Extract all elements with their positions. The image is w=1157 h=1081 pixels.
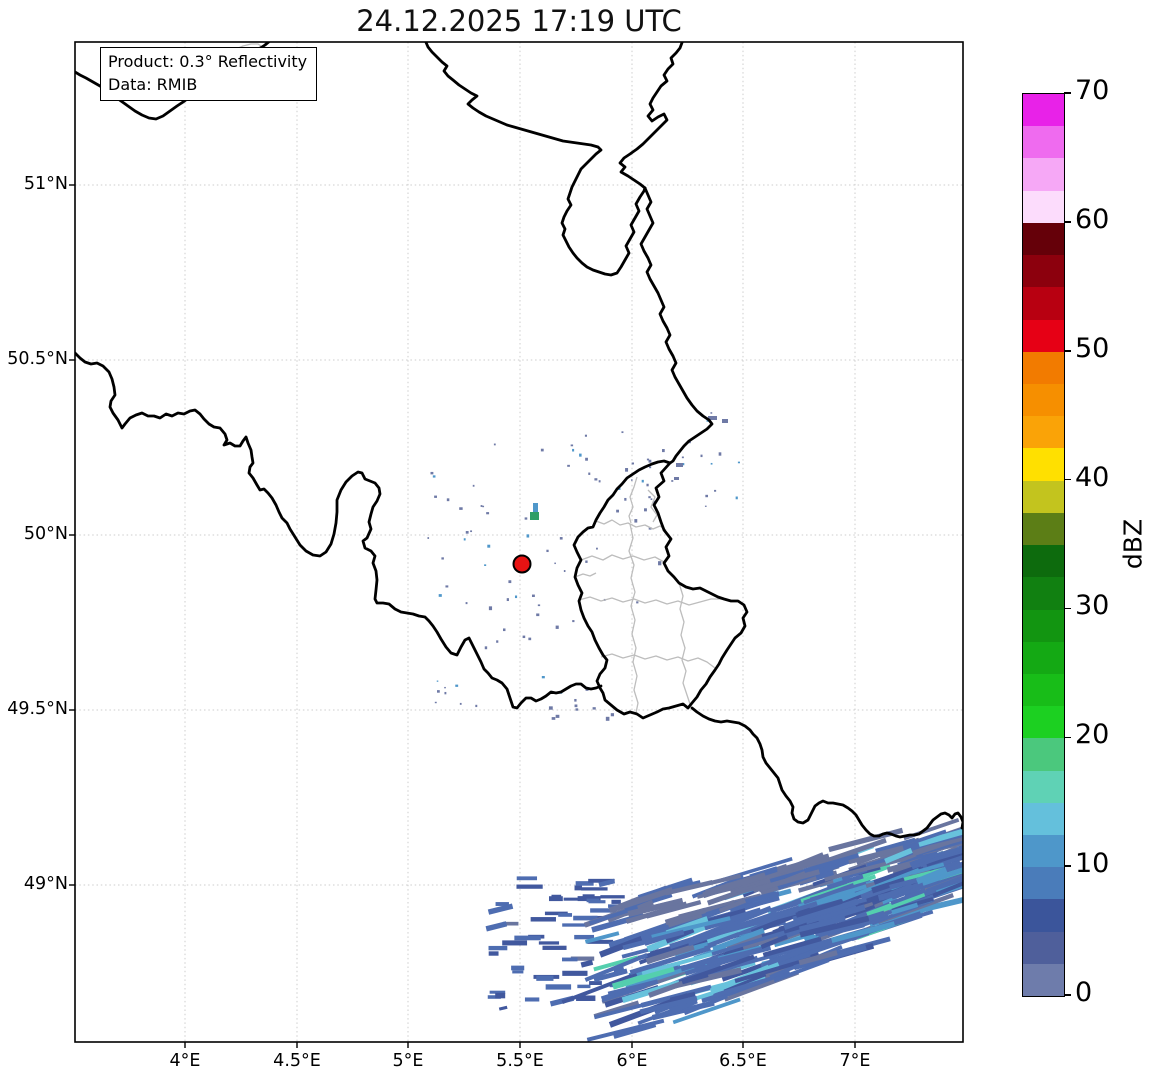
colorbar-band xyxy=(1023,835,1064,868)
colorbar-band xyxy=(1023,255,1064,288)
colorbar-band xyxy=(1023,963,1064,997)
map-frame xyxy=(74,41,964,1043)
y-tick-label: 49°N xyxy=(23,874,68,894)
product-info-box: Product: 0.3° Reflectivity Data: RMIB xyxy=(100,47,318,102)
colorbar-band xyxy=(1023,222,1064,256)
x-tick-label: 6°E xyxy=(616,1051,648,1071)
colorbar-band xyxy=(1023,673,1064,707)
country-borders xyxy=(75,42,963,839)
colorbar-band xyxy=(1023,351,1064,384)
colorbar-tick-mark xyxy=(1064,478,1071,481)
colorbar-band xyxy=(1023,738,1064,771)
x-tick-label: 5.5°E xyxy=(496,1051,544,1071)
colorbar-tick-mark xyxy=(1064,607,1071,610)
colorbar-tick-mark xyxy=(1064,994,1071,996)
colorbar-band xyxy=(1023,770,1064,803)
colorbar-band xyxy=(1023,545,1064,578)
y-tick-label: 50.5°N xyxy=(7,349,68,369)
colorbar-band xyxy=(1023,802,1064,836)
border-fr_de xyxy=(690,706,963,839)
border-fr_be xyxy=(75,351,603,710)
colorbar-tick-label: 0 xyxy=(1075,977,1093,1008)
y-tick-label: 50°N xyxy=(23,524,68,544)
x-tick-label: 7°E xyxy=(839,1051,871,1071)
colorbar-tick-mark xyxy=(1064,865,1071,868)
colorbar-tick-mark xyxy=(1064,736,1071,739)
axis-ticks xyxy=(69,184,856,1048)
colorbar-band xyxy=(1023,319,1064,352)
colorbar-tick-mark xyxy=(1064,92,1071,94)
colorbar-tick-label: 50 xyxy=(1075,332,1110,364)
colorbar-tick-mark xyxy=(1064,350,1071,352)
colorbar-band xyxy=(1023,126,1064,159)
colorbar-band xyxy=(1023,609,1064,642)
colorbar-band xyxy=(1023,577,1064,610)
border-be_de xyxy=(639,186,714,465)
x-tick-label: 4°E xyxy=(169,1051,201,1071)
radar-echoes xyxy=(427,412,963,1042)
colorbar-tick-label: 40 xyxy=(1075,461,1110,493)
colorbar-band xyxy=(1023,158,1064,191)
colorbar-band xyxy=(1023,512,1064,546)
colorbar-tick-label: 30 xyxy=(1075,590,1110,622)
map-title: 24.12.2025 17:19 UTC xyxy=(356,4,682,38)
colorbar-tick-label: 70 xyxy=(1075,75,1110,106)
border-luxembourg xyxy=(572,459,749,720)
colorbar-band xyxy=(1023,867,1064,900)
colorbar-band xyxy=(1023,287,1064,320)
product-label: Product: 0.3° Reflectivity xyxy=(108,52,308,71)
colorbar-tick-mark xyxy=(1064,221,1071,223)
colorbar-tick-label: 10 xyxy=(1075,848,1110,880)
colorbar xyxy=(1022,93,1065,997)
x-tick-label: 4.5°E xyxy=(273,1051,321,1071)
data-source-label: Data: RMIB xyxy=(108,75,198,95)
border-nl_be_east xyxy=(424,42,647,277)
colorbar-band xyxy=(1023,641,1064,674)
colorbar-band xyxy=(1023,448,1064,481)
colorbar-tick-label: 60 xyxy=(1075,203,1110,235)
colorbar-band xyxy=(1023,190,1064,223)
colorbar-band xyxy=(1023,480,1064,513)
colorbar-band xyxy=(1023,94,1064,127)
x-tick-label: 5°E xyxy=(392,1051,424,1071)
y-tick-label: 49.5°N xyxy=(7,699,68,719)
radar-site-marker xyxy=(512,554,532,574)
colorbar-unit-label: dBZ xyxy=(1118,518,1148,570)
x-tick-label: 6.5°E xyxy=(719,1051,767,1071)
colorbar-tick-label: 20 xyxy=(1075,719,1110,751)
colorbar-band xyxy=(1023,706,1064,739)
colorbar-band xyxy=(1023,383,1064,417)
colorbar-band xyxy=(1023,899,1064,932)
border-nl_de xyxy=(618,42,684,190)
colorbar-band xyxy=(1023,416,1064,449)
colorbar-band xyxy=(1023,931,1064,964)
y-tick-label: 51°N xyxy=(23,174,68,194)
